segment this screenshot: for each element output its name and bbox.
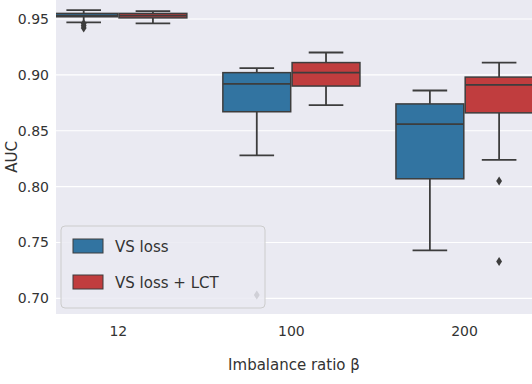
chart: 0.70 0.75 0.80 0.85 0.90 0.95 12 100 200 Imbalanc… — [0, 0, 532, 384]
legend-swatch — [73, 239, 103, 253]
whisker-low — [325, 86, 327, 105]
box — [292, 63, 360, 86]
whisker-cap-high — [309, 52, 344, 54]
flier — [496, 257, 502, 266]
whisker-cap-low — [239, 154, 274, 156]
y-tick-label: 0.90 — [18, 67, 49, 83]
median — [396, 123, 464, 125]
legend-label: VS loss — [115, 238, 169, 256]
y-tick-label: 0.70 — [18, 290, 49, 306]
whisker-high — [429, 91, 431, 104]
whisker-cap-low — [309, 104, 344, 106]
whisker-cap-low — [136, 23, 171, 25]
whisker-high — [325, 53, 327, 63]
box — [56, 13, 118, 16]
whisker-high — [498, 63, 500, 78]
x-tick-label: 200 — [451, 323, 478, 339]
whisker-cap-high — [239, 67, 274, 69]
median — [56, 15, 118, 17]
x-tick-label: 12 — [109, 323, 127, 339]
whisker-cap-low — [482, 159, 517, 161]
median — [119, 15, 187, 17]
y-tick-label: 0.95 — [18, 11, 49, 27]
box — [223, 73, 291, 112]
whisker-low — [256, 112, 258, 156]
y-tick-label: 0.80 — [18, 179, 49, 195]
whisker-cap-low — [413, 249, 448, 251]
box — [465, 77, 532, 113]
x-tick-label: 100 — [278, 323, 305, 339]
legend-swatch — [73, 275, 103, 289]
flier — [81, 19, 87, 28]
y-tick-label: 0.75 — [18, 234, 49, 250]
legend: VS loss VS loss + LCT — [61, 226, 265, 308]
legend-label: VS loss + LCT — [115, 274, 219, 292]
y-tick-label: 0.85 — [18, 123, 49, 139]
whisker-cap-high — [413, 90, 448, 92]
plot-background — [56, 0, 532, 314]
whisker-cap-high — [136, 10, 171, 12]
median — [223, 83, 291, 85]
whisker-low — [498, 113, 500, 160]
median — [292, 72, 360, 74]
whisker-cap-high — [482, 62, 517, 64]
box — [119, 13, 187, 17]
median — [465, 84, 532, 86]
flier — [496, 177, 502, 186]
whisker-low — [429, 179, 431, 251]
box — [396, 104, 464, 179]
legend-frame — [61, 226, 265, 308]
grid-line — [56, 186, 532, 187]
x-axis-label: Imbalance ratio β — [228, 356, 360, 374]
y-axis-label: AUC — [3, 141, 21, 173]
whisker-cap-high — [66, 9, 101, 11]
